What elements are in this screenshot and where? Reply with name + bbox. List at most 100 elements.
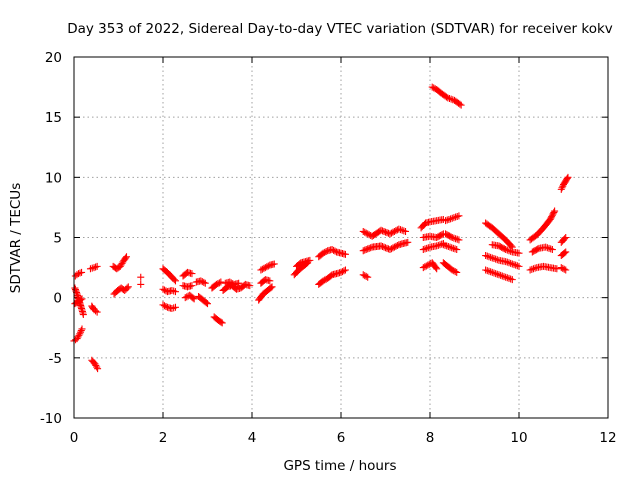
data-point [507, 247, 515, 255]
data-point [93, 308, 101, 316]
data-point [267, 284, 275, 292]
data-point [433, 265, 441, 273]
x-tick-labels: 0 2 4 6 8 10 12 [70, 430, 617, 446]
data-point [359, 227, 367, 235]
data-point [441, 241, 449, 249]
y-tick-label: 0 [53, 291, 62, 307]
data-point [171, 303, 179, 311]
data-point [258, 265, 266, 273]
data-point [390, 243, 398, 251]
data-point [361, 246, 369, 254]
data-point [515, 249, 523, 257]
data-point [422, 262, 430, 270]
data-point [76, 330, 84, 338]
data-point [171, 277, 179, 285]
data-point [445, 95, 453, 103]
data-point [123, 253, 131, 261]
data-point [563, 175, 571, 183]
data-point [337, 268, 345, 276]
data-point [200, 278, 208, 286]
x-tick-label: 10 [510, 430, 527, 446]
data-point [404, 238, 412, 246]
data-point [137, 273, 145, 281]
data-point [550, 208, 558, 216]
data-point [137, 280, 145, 288]
x-tick-label: 0 [70, 430, 79, 446]
data-point [116, 262, 124, 270]
data-point [159, 285, 167, 293]
data-point [502, 246, 510, 254]
data-point [188, 282, 196, 290]
data-point [500, 273, 508, 281]
data-point [513, 262, 521, 270]
data-point [86, 265, 94, 273]
data-point [393, 242, 401, 250]
data-point [452, 213, 460, 221]
data-point [77, 327, 85, 335]
data-point [450, 234, 458, 242]
data-point [74, 333, 82, 341]
data-point [453, 246, 461, 254]
data-point [542, 243, 550, 251]
data-point [201, 279, 209, 287]
data-point [398, 226, 406, 234]
data-point [379, 227, 387, 235]
data-point [495, 271, 503, 279]
data-point [561, 249, 569, 257]
data-point [557, 264, 565, 272]
data-point [306, 256, 314, 264]
data-point [482, 252, 490, 260]
data-point [362, 272, 370, 280]
data-point [483, 267, 491, 275]
data-point [547, 245, 555, 253]
data-point [380, 227, 388, 235]
data-point [497, 271, 505, 279]
data-point [217, 318, 225, 326]
data-point [260, 264, 268, 272]
data-point [564, 173, 572, 181]
data-point [444, 243, 452, 251]
data-point [507, 259, 515, 267]
data-point [395, 225, 403, 233]
data-point [507, 275, 515, 283]
data-point [359, 247, 367, 255]
data-point [451, 268, 459, 276]
data-point [448, 214, 456, 222]
data-point [507, 242, 515, 250]
data-point [553, 265, 561, 273]
y-tick-label: -5 [49, 351, 62, 367]
data-point [557, 185, 565, 193]
data-point [204, 300, 211, 308]
data-point [498, 272, 506, 280]
data-point [118, 259, 126, 267]
data-point [361, 272, 369, 280]
data-point [500, 245, 508, 253]
data-point [92, 361, 100, 369]
data-point [389, 244, 397, 252]
data-point [91, 360, 99, 368]
data-point [492, 270, 500, 278]
data-point [246, 282, 254, 290]
data-point [453, 268, 461, 276]
data-point [457, 101, 465, 109]
y-tick-labels: -10 -5 0 5 10 15 20 [40, 50, 62, 427]
data-point [421, 263, 429, 271]
data-point [386, 230, 394, 238]
x-axis-label: GPS time / hours [283, 458, 396, 474]
data-point [331, 247, 339, 255]
data-point [424, 261, 432, 269]
data-point [503, 274, 511, 282]
y-tick-label: 15 [45, 110, 62, 126]
data-point [92, 263, 100, 271]
data-point [367, 244, 375, 252]
data-point [160, 302, 168, 310]
data-point [226, 278, 234, 286]
data-point [449, 96, 457, 104]
data-point [428, 83, 436, 91]
data-point [443, 216, 451, 224]
data-point [75, 331, 83, 339]
data-point [321, 276, 329, 284]
data-point [168, 304, 176, 312]
data-point [77, 296, 85, 304]
data-point [419, 246, 427, 254]
